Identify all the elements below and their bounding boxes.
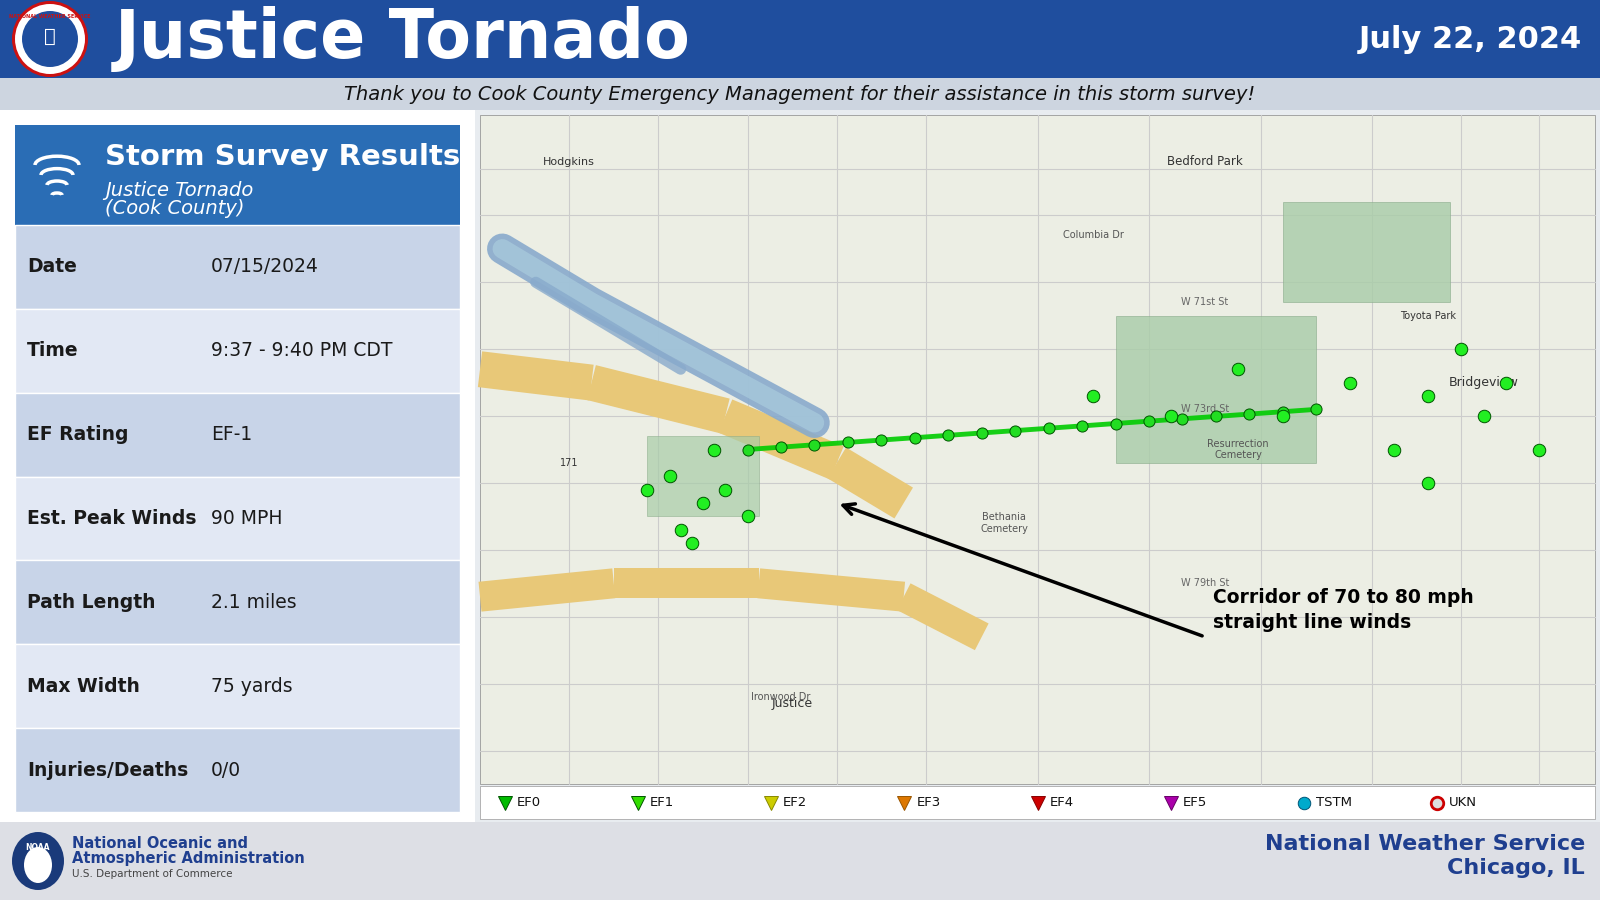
Text: Corridor of 70 to 80 mph
straight line winds: Corridor of 70 to 80 mph straight line w… (1213, 588, 1474, 632)
Ellipse shape (24, 847, 51, 883)
Bar (648, 436, 758, 517)
Text: July 22, 2024: July 22, 2024 (1358, 24, 1582, 53)
Bar (0, 110, 1600, 822)
Polygon shape (478, 351, 594, 400)
Text: EF2: EF2 (784, 796, 808, 809)
Text: Hodgkins: Hodgkins (544, 157, 595, 166)
Bar (0, 0, 1600, 78)
Text: Bedford Park: Bedford Park (1166, 156, 1243, 168)
Text: (Cook County): (Cook County) (106, 200, 245, 219)
Text: Columbia Dr: Columbia Dr (1062, 230, 1123, 240)
Ellipse shape (13, 832, 64, 890)
Text: EF1: EF1 (650, 796, 674, 809)
Text: 2.1 miles: 2.1 miles (211, 593, 296, 612)
Text: 🦅: 🦅 (45, 26, 56, 46)
Text: 171: 171 (560, 458, 579, 468)
Text: Time: Time (27, 341, 78, 360)
Bar (1115, 316, 1317, 463)
Text: TSTM: TSTM (1315, 796, 1352, 809)
Polygon shape (587, 365, 730, 434)
Text: NATIONAL WEATHER SERVICE: NATIONAL WEATHER SERVICE (10, 14, 91, 20)
Bar (14, 728, 461, 812)
Text: Bethania
Cemetery: Bethania Cemetery (981, 512, 1027, 534)
Bar (14, 561, 461, 644)
Text: EF4: EF4 (1050, 796, 1074, 809)
Text: Thank you to Cook County Emergency Management for their assistance in this storm: Thank you to Cook County Emergency Manag… (344, 85, 1256, 104)
Text: UKN: UKN (1450, 796, 1477, 809)
Text: Chicago, IL: Chicago, IL (1448, 858, 1586, 878)
Text: Atmospheric Administration: Atmospheric Administration (72, 850, 304, 866)
Text: Justice Tornado: Justice Tornado (115, 6, 691, 72)
Text: U.S. Department of Commerce: U.S. Department of Commerce (72, 869, 232, 879)
Text: 0/0: 0/0 (211, 760, 242, 779)
Bar (480, 115, 1595, 784)
Text: Storm Survey Results: Storm Survey Results (106, 143, 461, 171)
Text: Justice: Justice (771, 698, 813, 710)
Text: EF Rating: EF Rating (27, 425, 128, 444)
Text: 07/15/2024: 07/15/2024 (211, 257, 318, 276)
Text: Injuries/Deaths: Injuries/Deaths (27, 760, 189, 779)
Text: NOAA: NOAA (26, 842, 50, 851)
Text: Ironwood Dr: Ironwood Dr (752, 692, 811, 702)
Polygon shape (614, 568, 758, 598)
Text: W 79th St: W 79th St (1181, 579, 1229, 589)
Text: Est. Peak Winds: Est. Peak Winds (27, 509, 197, 528)
Circle shape (13, 1, 88, 77)
Text: Resurrection
Cemetery: Resurrection Cemetery (1208, 438, 1269, 460)
Text: National Oceanic and: National Oceanic and (72, 836, 248, 851)
Bar (1283, 202, 1450, 302)
Text: EF5: EF5 (1182, 796, 1206, 809)
Text: Bridgeview: Bridgeview (1448, 376, 1518, 389)
Text: Date: Date (27, 257, 77, 276)
Text: 75 yards: 75 yards (211, 677, 293, 696)
Text: EF-1: EF-1 (211, 425, 253, 444)
Text: W 71st St: W 71st St (1181, 297, 1229, 307)
Bar (14, 644, 461, 728)
Text: EF3: EF3 (917, 796, 941, 809)
Bar (14, 477, 461, 561)
Text: W 73rd St: W 73rd St (1181, 404, 1229, 414)
Bar (0, 110, 475, 822)
Text: Toyota Park: Toyota Park (1400, 310, 1456, 320)
Bar (0, 822, 1600, 900)
Text: National Weather Service: National Weather Service (1264, 834, 1586, 854)
Bar (0, 78, 1600, 110)
Polygon shape (478, 569, 616, 612)
Text: Path Length: Path Length (27, 593, 155, 612)
Polygon shape (757, 569, 906, 612)
Circle shape (14, 4, 85, 74)
Circle shape (22, 11, 78, 67)
Bar (14, 225, 461, 309)
Text: 90 MPH: 90 MPH (211, 509, 283, 528)
Text: 9:37 - 9:40 PM CDT: 9:37 - 9:40 PM CDT (211, 341, 392, 360)
Polygon shape (898, 583, 989, 650)
Bar (14, 392, 461, 477)
Bar (480, 786, 1595, 819)
Bar (14, 125, 461, 225)
Text: EF0: EF0 (517, 796, 541, 809)
Text: Max Width: Max Width (27, 677, 139, 696)
Polygon shape (827, 447, 914, 518)
Bar (14, 309, 461, 392)
Text: Justice Tornado: Justice Tornado (106, 182, 253, 201)
Polygon shape (718, 400, 843, 480)
